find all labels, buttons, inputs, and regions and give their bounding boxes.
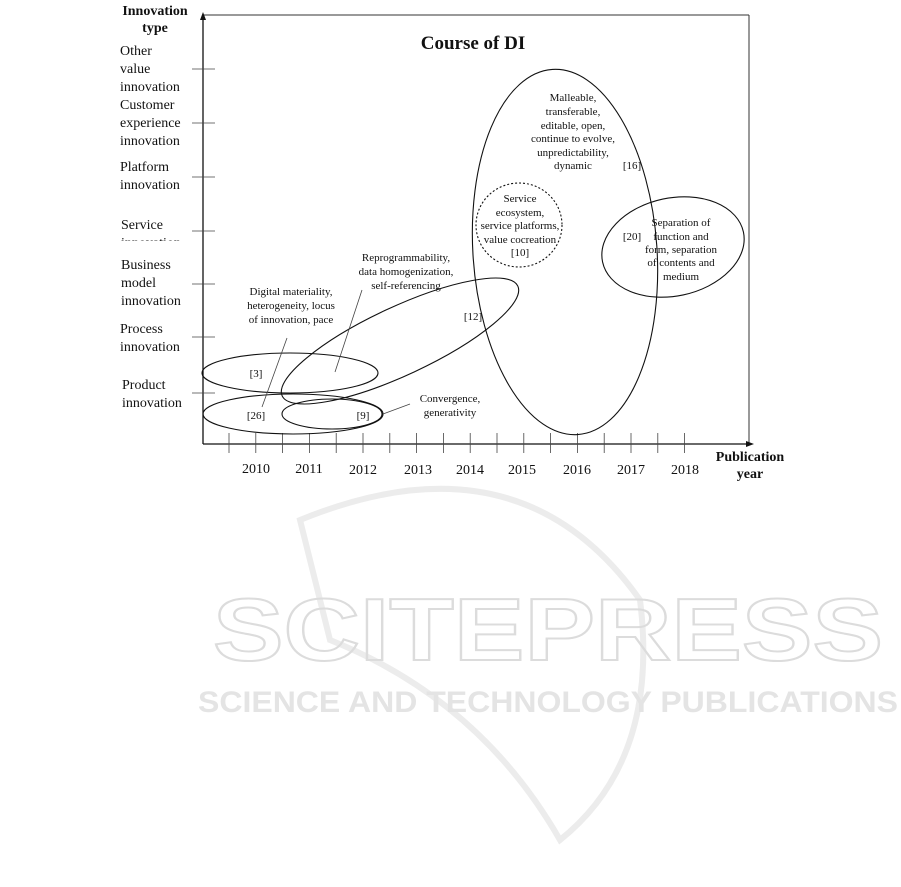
y-category-process: Process innovation (120, 322, 180, 355)
cluster-16-ellipse (471, 68, 659, 436)
y-label-line: Product (122, 378, 166, 393)
label-line: value cocreation (484, 234, 557, 246)
leader-line-26 (261, 337, 288, 408)
cluster-26-label: Digital materiality, heterogeneity, locu… (247, 286, 335, 326)
cluster-16-label: Malleable, transferable, editable, open,… (531, 92, 615, 172)
label-line: transferable, (546, 106, 601, 118)
label-line: continue to evolve, (531, 133, 615, 145)
ref-12: [12] (464, 311, 482, 323)
y-label-line: Customer (120, 98, 175, 113)
label-line: of innovation, pace (249, 314, 334, 326)
y-category-customer-experience: Customer experience innovation (120, 98, 181, 149)
cluster-3-ellipse (201, 352, 379, 394)
y-axis-ticks (192, 68, 215, 394)
ref-16: [16] (623, 160, 641, 172)
x-tick-label: 2013 (404, 463, 432, 478)
label-line: Convergence, (420, 393, 481, 405)
label-clip-mask (110, 241, 202, 251)
cluster-12-label: Reprogrammability, data homogenization, … (359, 252, 454, 292)
y-axis-arrow-icon (200, 12, 206, 20)
x-axis-title-line1: Publication (716, 450, 785, 465)
label-line: generativity (424, 407, 477, 419)
y-label-line: Platform (120, 160, 169, 175)
y-label-line: innovation (120, 178, 180, 193)
cluster-9-ellipse (281, 398, 383, 430)
y-axis-title-line1: Innovation (122, 4, 188, 19)
label-line: form, separation (645, 244, 718, 256)
y-category-product: Product innovation (122, 378, 182, 411)
x-tick-label: 2016 (563, 463, 591, 478)
ref-20: [20] (623, 231, 641, 243)
label-line: service platforms, (481, 220, 560, 232)
watermark-main: SCITEPRESS (213, 580, 883, 679)
y-label-line: Process (120, 322, 163, 337)
x-tick-label: 2012 (349, 463, 377, 478)
label-line: medium (663, 271, 699, 283)
x-axis-arrow-icon (746, 441, 754, 447)
leader-line-12 (334, 289, 363, 373)
x-axis-minor-ticks (228, 433, 685, 453)
x-tick-label: 2017 (617, 463, 645, 478)
x-tick-label: 2014 (456, 463, 484, 478)
ref-26: [26] (247, 410, 265, 422)
label-line: Separation of (652, 217, 711, 229)
label-line: Digital materiality, (250, 286, 333, 298)
label-line: self-referencing (371, 280, 441, 292)
label-line: heterogeneity, locus (247, 300, 335, 312)
y-category-platform: Platform innovation (120, 160, 180, 193)
y-label-line: innovation (120, 80, 180, 95)
label-line: Malleable, (550, 92, 597, 104)
cluster-20-ellipse (601, 196, 745, 298)
x-axis-tick-labels: 2010 2011 2012 2013 2014 2015 2016 2017 … (242, 462, 699, 478)
ref-9: [9] (357, 410, 370, 422)
label-line: ecosystem, (496, 207, 545, 219)
cluster-10-label: Service ecosystem, service platforms, va… (481, 193, 560, 259)
cluster-20-label: Separation of function and form, separat… (645, 217, 718, 283)
label-line: of contents and (647, 257, 715, 269)
y-label-line: model (121, 276, 156, 291)
cluster-10-dashed-circle (475, 182, 563, 268)
diagram-title: Course of DI (421, 33, 526, 54)
ref-3: [3] (250, 368, 263, 380)
y-label-line: innovation (122, 396, 182, 411)
y-axis-title-line2: type (142, 21, 168, 36)
y-category-other-value: Other value innovation (120, 44, 180, 95)
y-label-line: experience (120, 116, 181, 131)
cluster-12-ellipse (280, 277, 520, 405)
label-line: Service (504, 193, 537, 205)
x-tick-label: 2018 (671, 463, 699, 478)
watermark: SCITEPRESS SCIENCE AND TECHNOLOGY PUBLIC… (198, 485, 898, 845)
label-line: Reprogrammability, (362, 252, 450, 264)
y-label-line: Business (121, 258, 171, 273)
x-tick-label: 2011 (295, 462, 322, 477)
x-tick-label: 2010 (242, 462, 270, 477)
y-label-line: Service (121, 218, 163, 233)
leader-line-9 (382, 403, 411, 415)
x-tick-label: 2015 (508, 463, 536, 478)
watermark-sub: SCIENCE AND TECHNOLOGY PUBLICATIONS (198, 686, 898, 719)
cluster-9-label: Convergence, generativity (420, 393, 481, 419)
y-category-business-model: Business model innovation (121, 258, 181, 309)
label-line: dynamic (554, 160, 592, 172)
label-line: data homogenization, (359, 266, 454, 278)
label-line: unpredictability, (537, 147, 609, 159)
y-label-line: value (120, 62, 150, 77)
y-label-line: Other (120, 44, 152, 59)
label-line: editable, open, (541, 120, 606, 132)
y-label-line: innovation (120, 134, 180, 149)
label-line: function and (653, 231, 709, 243)
y-label-line: innovation (120, 340, 180, 355)
ref-10: [10] (511, 247, 529, 259)
watermark-logo-shape (296, 485, 647, 845)
y-label-line: innovation (121, 294, 181, 309)
x-axis-title-line2: year (737, 467, 763, 482)
